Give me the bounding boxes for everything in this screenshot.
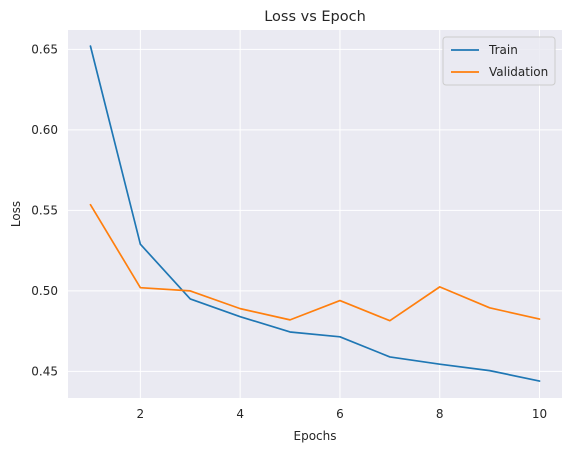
legend-box [442,36,556,86]
series-layer [89,45,541,382]
y-axis-label: Loss [9,201,23,227]
y-tick-label: 0.60 [31,123,58,137]
x-tick-label: 6 [336,407,344,421]
x-axis-label: Epochs [294,429,337,443]
y-tick-label: 0.50 [31,284,58,298]
x-tick-label: 2 [137,407,145,421]
x-tick-label: 8 [436,407,444,421]
legend-label: Validation [489,65,548,79]
x-ticks: 2 4 6 8 10 [137,407,548,421]
y-ticks: 0.45 0.50 0.55 0.60 0.65 [31,42,58,378]
chart-title: Loss vs Epoch [264,9,366,25]
legend: Train Validation [442,36,556,86]
y-tick-label: 0.45 [31,364,58,378]
x-tick-label: 4 [236,407,244,421]
plot-area [68,30,562,398]
y-tick-label: 0.55 [31,203,58,217]
y-tick-label: 0.65 [31,42,58,56]
legend-label: Train [488,43,518,57]
series-line-train [89,45,541,382]
x-tick-label: 10 [532,407,547,421]
series-line-validation [89,203,541,322]
